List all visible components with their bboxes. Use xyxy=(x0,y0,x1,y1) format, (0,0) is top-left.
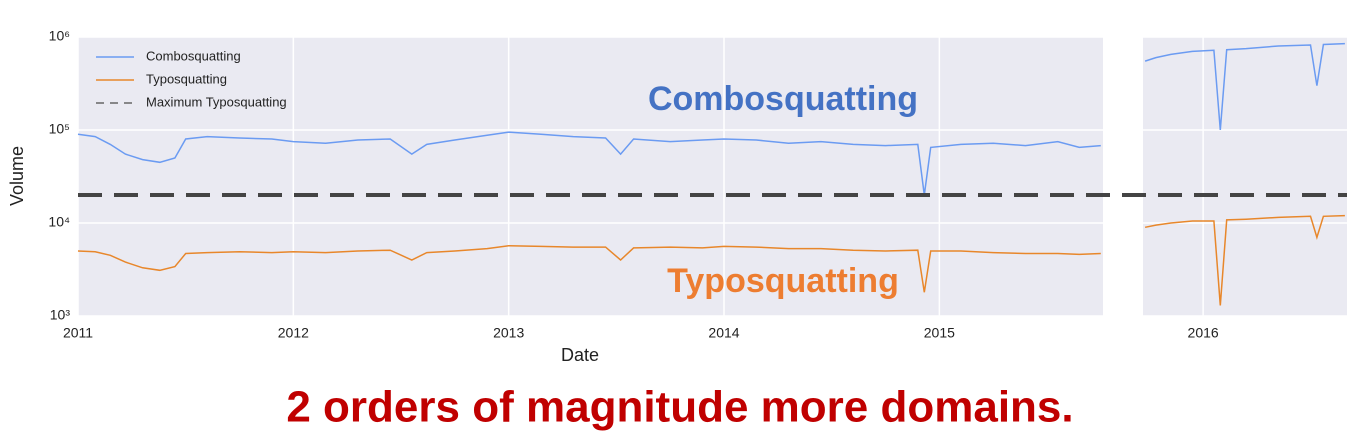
x-axis-label: Date xyxy=(561,345,599,365)
x-tick-label: 2012 xyxy=(278,325,309,341)
x-tick-label: 2013 xyxy=(493,325,524,341)
plot-area xyxy=(1143,37,1347,316)
x-tick-label: 2016 xyxy=(1188,325,1219,341)
legend-label: Maximum Typosquatting xyxy=(146,94,287,109)
annotation: Typosquatting xyxy=(667,262,899,300)
annotation: Combosquatting xyxy=(648,80,918,118)
plot-area xyxy=(78,37,1103,316)
line-series xyxy=(1144,42,1345,131)
x-tick-label: 2011 xyxy=(63,325,93,341)
line-series xyxy=(77,244,1101,293)
x-tick-label: 2015 xyxy=(924,325,955,341)
y-tick-label: 10⁴ xyxy=(48,214,70,230)
legend-label: Combosquatting xyxy=(146,48,241,63)
caption: 2 orders of magnitude more domains. xyxy=(286,383,1073,432)
line-series xyxy=(77,131,1101,196)
y-tick-label: 10⁵ xyxy=(49,121,70,137)
x-tick-label: 2014 xyxy=(708,325,739,341)
y-tick-label: 10⁶ xyxy=(49,28,70,44)
line-series xyxy=(1144,214,1345,306)
y-axis-label: Volume xyxy=(7,146,27,206)
y-tick-label: 10³ xyxy=(50,307,71,323)
legend-label: Typosquatting xyxy=(146,71,227,86)
